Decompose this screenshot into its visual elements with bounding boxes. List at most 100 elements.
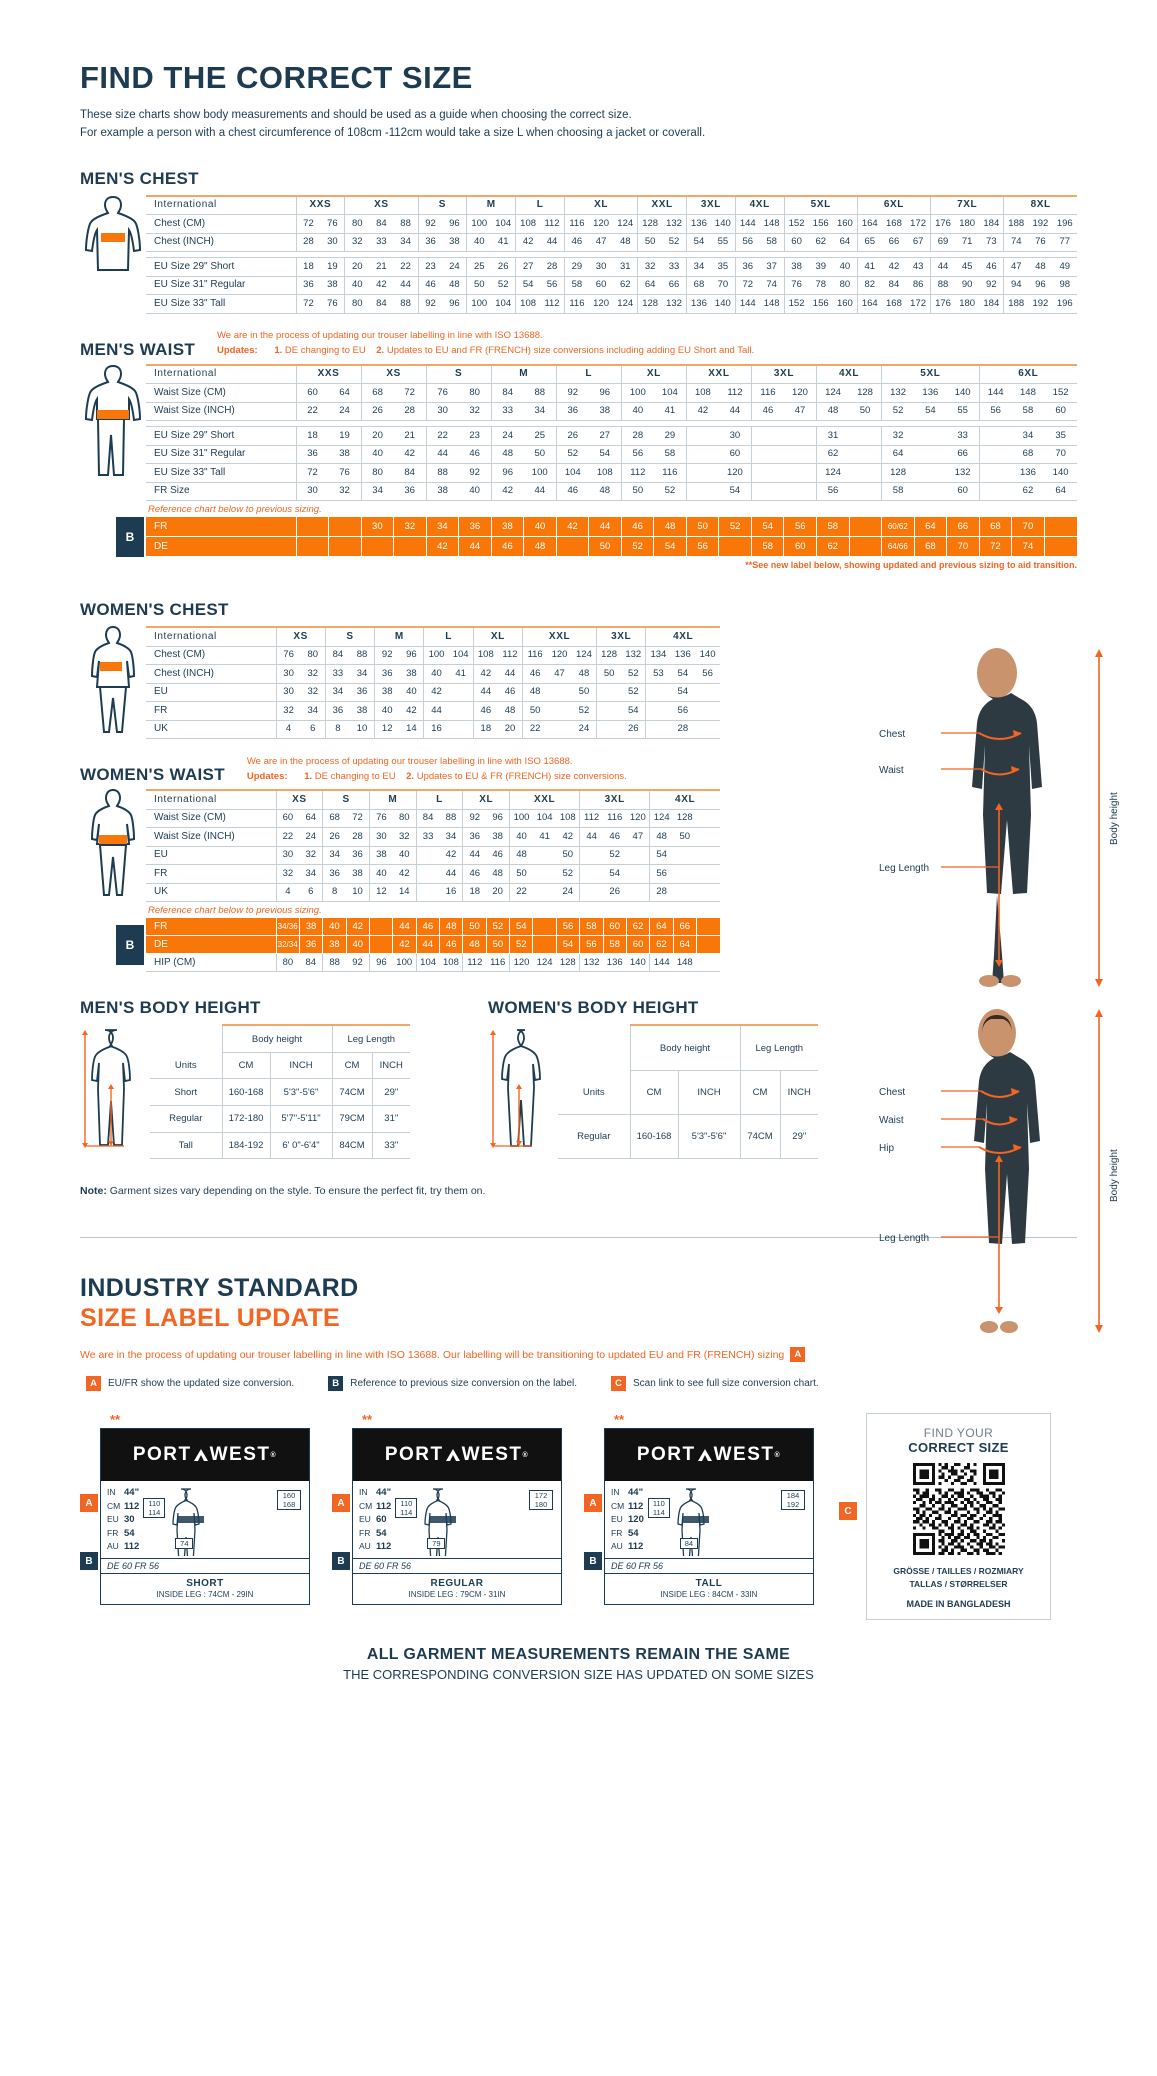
table-cell: 120	[588, 294, 614, 314]
table-cell	[783, 445, 817, 465]
table-cell: 22	[295, 402, 329, 422]
update-item-1: DE changing to EU	[284, 345, 366, 357]
size-header-l: L	[415, 789, 463, 810]
female-chest-icon	[90, 626, 136, 734]
womens-update-line-2: Updates: 1. DE changing to EU 2. Updates…	[247, 770, 627, 784]
badge-a: A	[80, 1494, 98, 1513]
table-cell: 20	[486, 883, 510, 903]
table-cell: 50	[571, 683, 597, 703]
table-row: EU Size 29" Short 18 19 20 21 22 23 24 25 26 27 28 2…	[146, 426, 1077, 446]
size-header-4xl: 4XL	[815, 363, 882, 385]
table-cell: 96	[442, 214, 467, 234]
table-row: Chest (CM) 76 80 84 88 92 96 100 104 108 112 116 120…	[146, 646, 720, 666]
table-cell: 38	[783, 257, 809, 277]
table-cell: 116	[563, 214, 589, 234]
table-cell: 72	[295, 294, 321, 314]
body-height-row: MEN'S BODY HEIGHT Body height Leg Length U…	[80, 998, 1077, 1160]
table-cell: 84	[415, 809, 440, 829]
table-cell	[978, 482, 1012, 502]
table-cell: 26	[491, 257, 516, 277]
womens-waist-title: WOMEN'S WAIST	[80, 765, 225, 785]
table-cell: 34	[360, 482, 394, 502]
spec-row: EU 60	[359, 1513, 391, 1526]
label-diagram: 110 114 160 168 74	[139, 1486, 303, 1557]
table-cell: 160	[832, 214, 858, 234]
table-cell: 60	[1044, 402, 1077, 422]
spec-key: CM	[107, 1500, 121, 1511]
table-cell	[532, 935, 557, 955]
spec-value: 112	[124, 1500, 140, 1512]
spec-value: 44"	[376, 1487, 392, 1499]
table-cell: 112	[497, 646, 523, 666]
table-cell: 38	[368, 846, 393, 866]
table-cell: 68	[978, 517, 1012, 538]
table-cell: 77	[1052, 233, 1077, 253]
table-cell	[783, 482, 817, 502]
bh-row: Short 160-168 5'3"-5'6" 74CM 29"	[150, 1078, 411, 1106]
table-cell	[695, 701, 720, 721]
spec-value: 112	[376, 1541, 392, 1553]
table-cell: 120	[718, 463, 752, 483]
table-cell	[532, 883, 557, 903]
update-item-2-num: 2.	[376, 345, 385, 357]
table-cell: 76	[783, 276, 809, 296]
table-cell: 56	[579, 935, 604, 955]
table-cell: 132	[662, 294, 687, 314]
table-cell: 46	[417, 276, 443, 296]
table-cell: 14	[392, 883, 417, 903]
table-cell: 56	[685, 536, 719, 558]
table-cell: 60	[275, 809, 300, 829]
table-cell: 52	[509, 935, 533, 955]
table-cell	[645, 720, 671, 740]
womens-update-item-2-num: 2.	[406, 770, 415, 782]
table-cell: 104	[415, 953, 440, 973]
table-cell: 48	[571, 664, 597, 684]
table-cell: 24	[328, 402, 362, 422]
table-cell: 73	[979, 233, 1004, 253]
row-label: FR	[146, 517, 296, 538]
table-cell: 132	[579, 953, 604, 973]
table-cell	[849, 445, 882, 465]
mens-body-height-table: Body height Leg Length Units CM INCH CM INCH Sh…	[150, 1024, 411, 1160]
table-row: Chest (CM) 72 76 80 84 88 92 96 100 104 108 112 116 1…	[146, 214, 1077, 234]
table-cell	[685, 426, 719, 446]
table-cell: 62	[613, 276, 638, 296]
table-cell: 84	[324, 646, 350, 666]
table-cell: 38	[320, 276, 345, 296]
mens-waist-ref-note: Reference chart below to previous sizing…	[148, 504, 322, 516]
brand-banner: PORT WEST ®	[353, 1429, 561, 1482]
table-cell: 40	[509, 827, 533, 847]
size-header-xxl: XXL	[522, 626, 597, 647]
mens-chest-chart: International XXS XS S M L XL XXL 3XL 4XL 5XL 6XL 7X…	[80, 194, 1077, 314]
bottom-line-1: ALL GARMENT MEASUREMENTS REMAIN THE SAME	[366, 1645, 791, 1663]
table-cell	[295, 536, 329, 558]
male-body-height-icon	[82, 1029, 131, 1149]
table-cell: 92	[374, 646, 400, 666]
table-row: EU Size 31" Regular 36 38 40 42 44 46 48 50 52 54 5…	[146, 276, 1077, 296]
badge-c: C	[611, 1376, 627, 1392]
table-row: EU 30 32 34 36 38 40 42 44 46 48 50 52 54	[146, 683, 720, 703]
table-cell: 60	[783, 536, 817, 558]
table-cell: 22	[509, 883, 533, 903]
table-cell: 44	[497, 664, 523, 684]
table-cell: 42	[425, 536, 459, 558]
mens-waist-update-note: We are in the process of updating our tr…	[217, 329, 754, 364]
bh-cell: 184-192	[221, 1132, 270, 1160]
bh-cell: 29"	[779, 1114, 819, 1160]
industry-title-1: INDUSTRY STANDARD	[80, 1274, 359, 1303]
female-model: Chest Waist Hip Leg Length Body height	[879, 1007, 1120, 1342]
table-cell	[547, 720, 572, 740]
table-cell: 36	[322, 864, 347, 884]
label-inside-leg: INSIDE LEG : 79CM - 31IN	[408, 1590, 506, 1600]
table-cell: 48	[653, 517, 687, 538]
industry-paragraph: We are in the process of updating our tr…	[80, 1347, 1077, 1363]
table-cell: 132	[662, 214, 687, 234]
table-cell: 128	[637, 214, 663, 234]
table-cell: 58	[759, 233, 785, 253]
table-cell	[596, 701, 622, 721]
table-cell: 108	[685, 383, 719, 403]
table-cell	[696, 864, 720, 884]
table-cell: 56	[695, 664, 720, 684]
table-cell: 88	[349, 646, 375, 666]
table-cell: 40	[466, 233, 492, 253]
